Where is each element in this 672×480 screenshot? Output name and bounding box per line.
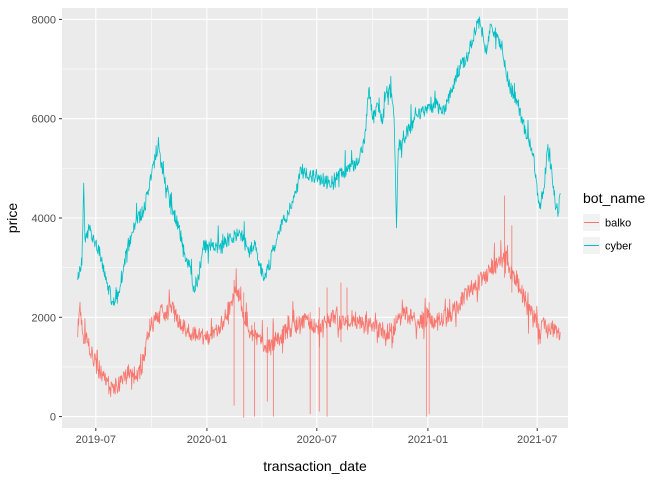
x-tick-label: 2019-07 [76, 434, 116, 446]
x-tick-label: 2020-07 [297, 434, 337, 446]
legend-title: bot_name [583, 190, 645, 206]
y-axis-title: price [4, 203, 20, 234]
x-tick-label: 2021-07 [517, 434, 557, 446]
y-tick-label: 8000 [32, 14, 56, 26]
y-tick-label: 4000 [32, 213, 56, 225]
x-tick-label: 2021-01 [408, 434, 448, 446]
x-axis-title: transaction_date [263, 458, 367, 474]
series-layer [77, 16, 561, 418]
legend-label-balko: balko [605, 218, 631, 230]
y-axis: 0 2000 4000 6000 8000 [32, 14, 62, 424]
series-line-cyber [77, 16, 561, 306]
x-axis: 2019-07 2020-01 2020-07 2021-01 2021-07 [76, 428, 557, 446]
legend-label-cyber: cyber [605, 241, 632, 253]
x-tick-label: 2020-01 [187, 434, 227, 446]
y-tick-label: 0 [50, 412, 56, 424]
major-gridlines [62, 8, 568, 428]
legend: bot_name balko cyber [583, 190, 645, 254]
y-tick-label: 2000 [32, 312, 56, 324]
y-tick-label: 6000 [32, 114, 56, 126]
